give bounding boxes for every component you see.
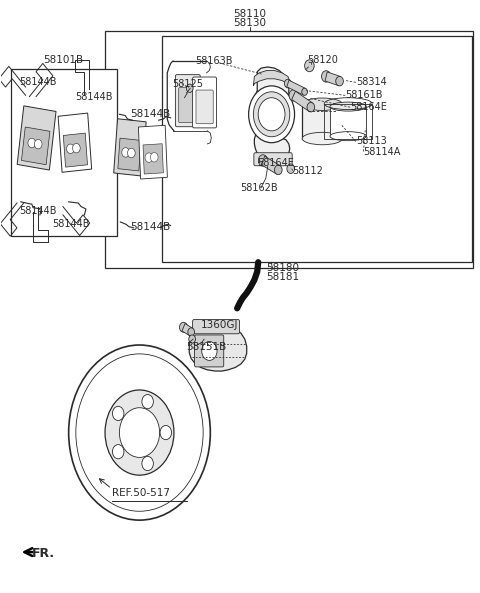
Circle shape bbox=[122, 148, 130, 157]
Text: 58144B: 58144B bbox=[75, 91, 112, 101]
Circle shape bbox=[307, 103, 315, 112]
Text: REF.50-517: REF.50-517 bbox=[112, 488, 170, 498]
Circle shape bbox=[160, 425, 171, 439]
Circle shape bbox=[180, 322, 188, 332]
Circle shape bbox=[69, 345, 210, 520]
FancyBboxPatch shape bbox=[179, 88, 197, 123]
Polygon shape bbox=[302, 104, 342, 139]
FancyBboxPatch shape bbox=[194, 335, 224, 367]
Polygon shape bbox=[182, 324, 192, 336]
Text: 58130: 58130 bbox=[233, 18, 266, 28]
Polygon shape bbox=[114, 119, 146, 176]
Circle shape bbox=[258, 98, 285, 131]
Circle shape bbox=[289, 90, 298, 101]
Circle shape bbox=[202, 342, 217, 361]
Text: 58144B: 58144B bbox=[130, 222, 170, 232]
Polygon shape bbox=[330, 107, 366, 136]
Circle shape bbox=[322, 71, 331, 82]
Bar bbox=[161, 36, 472, 262]
Text: 58151B: 58151B bbox=[186, 342, 227, 352]
Text: 58144B: 58144B bbox=[19, 206, 56, 216]
Circle shape bbox=[186, 84, 193, 93]
Circle shape bbox=[128, 148, 135, 158]
Polygon shape bbox=[325, 72, 341, 86]
Circle shape bbox=[275, 165, 282, 174]
Circle shape bbox=[189, 335, 195, 343]
Circle shape bbox=[305, 60, 314, 72]
FancyBboxPatch shape bbox=[196, 90, 213, 124]
Polygon shape bbox=[138, 125, 168, 179]
Ellipse shape bbox=[302, 98, 342, 110]
FancyBboxPatch shape bbox=[254, 153, 292, 166]
Polygon shape bbox=[17, 106, 56, 170]
Polygon shape bbox=[63, 133, 87, 167]
Circle shape bbox=[188, 328, 194, 336]
Circle shape bbox=[249, 86, 295, 143]
Polygon shape bbox=[261, 156, 280, 174]
Text: 58113: 58113 bbox=[356, 136, 386, 146]
Polygon shape bbox=[252, 67, 290, 161]
Ellipse shape bbox=[330, 132, 366, 141]
Text: 58114A: 58114A bbox=[363, 146, 401, 157]
Circle shape bbox=[302, 88, 308, 95]
Circle shape bbox=[285, 79, 291, 88]
Polygon shape bbox=[189, 325, 247, 371]
Text: 1360GJ: 1360GJ bbox=[201, 320, 238, 330]
Polygon shape bbox=[118, 138, 141, 171]
Polygon shape bbox=[287, 80, 306, 95]
Text: 58110: 58110 bbox=[233, 9, 266, 19]
Text: 58144B: 58144B bbox=[130, 109, 170, 119]
Circle shape bbox=[35, 139, 42, 149]
Circle shape bbox=[67, 144, 74, 154]
Circle shape bbox=[145, 153, 153, 162]
Text: 58120: 58120 bbox=[307, 55, 338, 65]
Circle shape bbox=[105, 390, 174, 475]
Circle shape bbox=[112, 445, 124, 459]
Text: 58181: 58181 bbox=[266, 272, 300, 282]
Circle shape bbox=[253, 92, 290, 137]
Polygon shape bbox=[253, 71, 290, 86]
Polygon shape bbox=[143, 144, 163, 174]
Polygon shape bbox=[22, 127, 50, 165]
Circle shape bbox=[112, 406, 124, 420]
Text: 58144B: 58144B bbox=[52, 219, 90, 229]
Circle shape bbox=[28, 138, 36, 148]
FancyBboxPatch shape bbox=[175, 75, 200, 127]
Bar bbox=[11, 69, 117, 236]
Text: 58164E: 58164E bbox=[350, 102, 387, 112]
Text: 58101B: 58101B bbox=[43, 55, 83, 65]
Text: 58125: 58125 bbox=[172, 78, 203, 88]
Circle shape bbox=[150, 152, 158, 162]
Text: 58314: 58314 bbox=[356, 77, 386, 87]
FancyBboxPatch shape bbox=[192, 77, 216, 128]
Circle shape bbox=[120, 408, 159, 457]
Text: 58162B: 58162B bbox=[240, 183, 278, 193]
Text: FR.: FR. bbox=[32, 547, 55, 560]
Text: 58163B: 58163B bbox=[195, 56, 233, 66]
Text: 58144B: 58144B bbox=[19, 77, 56, 87]
Polygon shape bbox=[58, 113, 92, 173]
Text: 58164E: 58164E bbox=[257, 158, 294, 168]
Circle shape bbox=[142, 394, 154, 409]
Circle shape bbox=[336, 76, 343, 86]
Text: 58161B: 58161B bbox=[345, 90, 383, 100]
Circle shape bbox=[142, 457, 154, 471]
Ellipse shape bbox=[302, 132, 342, 145]
Ellipse shape bbox=[330, 102, 366, 111]
Text: 58112: 58112 bbox=[292, 166, 323, 176]
Circle shape bbox=[258, 155, 267, 166]
Text: 58180: 58180 bbox=[266, 263, 300, 273]
Bar bbox=[105, 31, 473, 268]
Polygon shape bbox=[292, 91, 312, 111]
Circle shape bbox=[287, 164, 295, 173]
Circle shape bbox=[72, 144, 80, 153]
FancyBboxPatch shape bbox=[192, 320, 240, 334]
